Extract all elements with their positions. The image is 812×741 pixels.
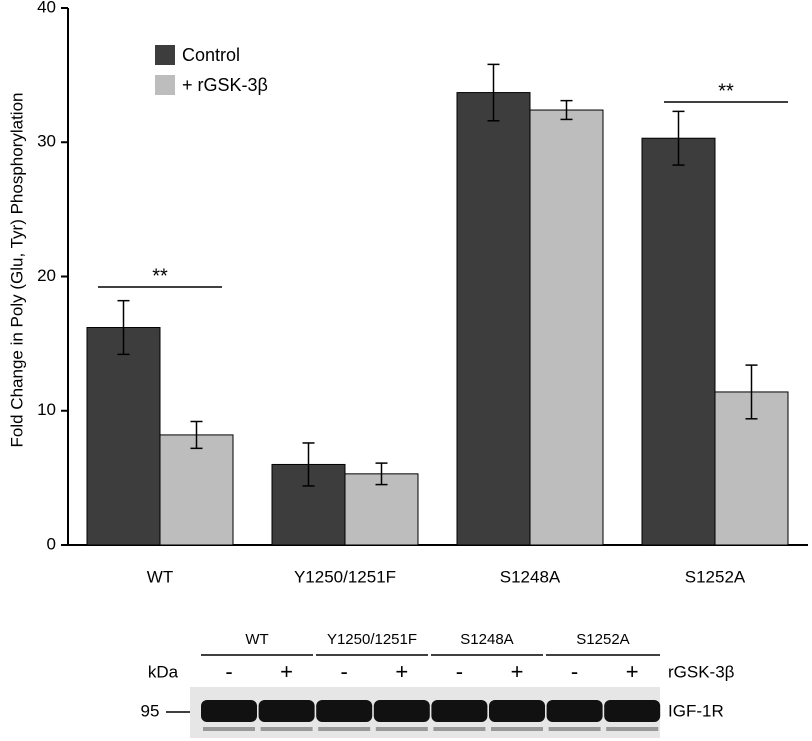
legend-label: + rGSK-3β	[182, 75, 268, 95]
lane-group-label: Y1250/1251F	[327, 631, 417, 648]
blot-band-faint	[203, 727, 255, 731]
blot-band	[201, 700, 257, 722]
error-bar	[117, 299, 130, 356]
bar	[641, 137, 716, 546]
blot-band	[489, 700, 545, 722]
significance-label: **	[152, 265, 168, 287]
bar	[86, 327, 161, 546]
treatment-label: rGSK-3β	[668, 662, 735, 681]
blot-band-faint	[548, 727, 601, 731]
x-tick-label: Y1250/1251F	[294, 567, 396, 586]
x-tick-label: S1248A	[500, 567, 561, 586]
error-bar	[560, 99, 573, 121]
y-tick-label: 20	[37, 266, 56, 285]
error-bar	[745, 364, 758, 420]
blot-band	[431, 700, 488, 722]
blot-band-faint	[375, 727, 428, 731]
bar	[529, 109, 604, 546]
lane-sign: +	[511, 659, 524, 684]
error-bar	[487, 63, 500, 122]
y-tick-label: 30	[37, 132, 56, 151]
lane-sign: -	[341, 659, 348, 684]
blot-band-faint	[606, 727, 659, 731]
blot-band	[546, 700, 603, 722]
lane-sign: +	[626, 659, 639, 684]
bar	[344, 473, 419, 546]
blot-band	[316, 700, 373, 722]
legend-swatch	[155, 75, 175, 95]
lane-group-label: S1252A	[576, 631, 629, 648]
lane-sign: +	[395, 659, 408, 684]
x-tick-label: S1252A	[685, 567, 746, 586]
error-bar	[302, 442, 315, 487]
protein-label: IGF-1R	[668, 701, 724, 720]
error-bar	[190, 420, 203, 450]
bar	[456, 92, 531, 546]
error-bar	[375, 462, 388, 486]
blot-band-faint	[433, 727, 486, 731]
significance-label: **	[718, 80, 734, 102]
marker-unit: kDa	[148, 662, 179, 681]
error-bar	[672, 110, 685, 166]
legend-label: Control	[182, 45, 240, 65]
blot-band-faint	[318, 727, 371, 731]
x-tick-label: WT	[147, 567, 173, 586]
marker-label: 95	[141, 701, 160, 720]
blot-band	[373, 700, 430, 722]
y-tick-label: 10	[37, 400, 56, 419]
lane-sign: -	[225, 659, 232, 684]
blot-band-faint	[491, 727, 543, 731]
lane-sign: -	[571, 659, 578, 684]
lane-sign: -	[456, 659, 463, 684]
lane-group-label: S1248A	[460, 631, 513, 648]
legend-swatch	[155, 45, 175, 65]
blot-band	[258, 700, 315, 722]
blot-band-faint	[260, 727, 313, 731]
y-tick-label: 40	[37, 0, 56, 16]
y-tick-label: 0	[47, 534, 56, 553]
y-axis-label: Fold Change in Poly (Glu, Tyr) Phosphory…	[7, 93, 26, 448]
lane-sign: +	[280, 659, 293, 684]
blot-band	[604, 700, 661, 722]
lane-group-label: WT	[245, 631, 268, 648]
bar	[159, 434, 234, 546]
